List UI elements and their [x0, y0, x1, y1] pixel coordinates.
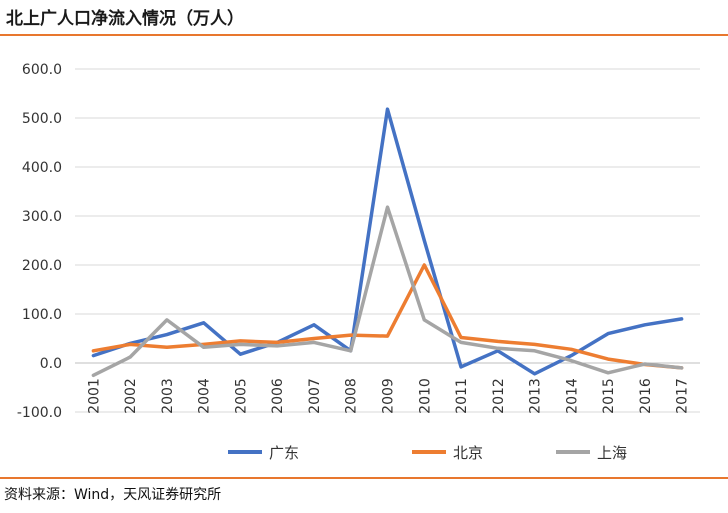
legend-label: 上海 [597, 444, 627, 462]
legend-label: 广东 [269, 444, 299, 462]
x-tick-label: 2010 [417, 378, 433, 414]
y-tick-label: 300.0 [22, 209, 62, 225]
x-tick-label: 2013 [528, 378, 544, 414]
x-tick-label: 2004 [197, 378, 213, 414]
series-line-0 [91, 107, 684, 376]
y-tick-label: 0.0 [40, 356, 62, 372]
y-axis-ticks: -100.0 0.0 100.0 200.0 300.0 400.0 500.0 600.0 [17, 62, 62, 421]
legend: 广东 北京 上海 [228, 444, 627, 462]
source-divider [0, 477, 728, 479]
y-tick-label: 500.0 [22, 111, 62, 127]
x-tick-label: 2006 [270, 378, 286, 414]
y-tick-label: 400.0 [22, 160, 62, 176]
source-note: 资料来源：Wind，天风证券研究所 [4, 487, 222, 503]
x-tick-label: 2011 [454, 378, 470, 414]
series-lines [91, 107, 684, 378]
x-tick-label: 2017 [675, 378, 691, 414]
y-tick-label: 200.0 [22, 258, 62, 274]
y-tick-label: 600.0 [22, 62, 62, 78]
series-line-1 [91, 263, 684, 370]
x-tick-label: 2008 [344, 378, 360, 414]
x-tick-label: 2003 [160, 378, 176, 414]
x-tick-label: 2014 [564, 378, 580, 414]
legend-label: 北京 [453, 444, 483, 462]
x-tick-label: 2016 [638, 378, 654, 414]
x-tick-label: 2005 [233, 378, 249, 414]
chart-title: 北上广人口净流入情况（万人） [6, 9, 244, 29]
x-tick-label: 2002 [123, 378, 139, 414]
y-tick-label: -100.0 [17, 405, 62, 421]
title-divider [0, 34, 728, 36]
series-line-2 [91, 205, 684, 378]
x-tick-label: 2012 [491, 378, 507, 414]
x-tick-label: 2007 [307, 378, 323, 414]
line-chart: -100.00.0100.0200.0300.0400.0500.0600.0 … [17, 62, 700, 462]
x-tick-label: 2015 [601, 378, 617, 414]
x-axis-ticks: 2001 2002 2003 2004 2005 2006 2007 2008 2009 2010… [86, 378, 690, 414]
x-tick-label: 2009 [381, 378, 397, 414]
x-tick-label: 2001 [86, 378, 102, 414]
y-tick-label: 100.0 [22, 307, 62, 323]
